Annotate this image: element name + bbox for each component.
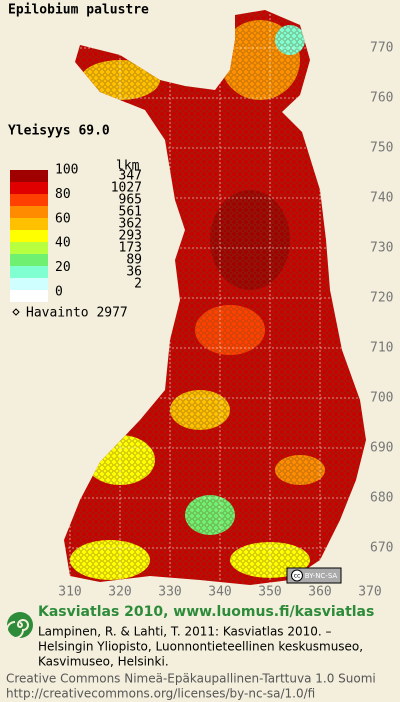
legend-scale-label: 100 (55, 163, 78, 178)
count-header: lkm (116, 159, 140, 174)
y-axis-label: 750 (370, 141, 393, 156)
legend-scale-label: 80 (55, 187, 71, 202)
legend-count: 362 (119, 217, 142, 232)
legend-band (10, 242, 48, 254)
x-axis-label: 330 (158, 585, 181, 600)
legend-scale-label: 20 (55, 260, 71, 275)
footer-heading: Kasviatlas 2010, www.luomus.fi/kasviatla… (38, 604, 374, 620)
legend-count: 965 (119, 193, 142, 208)
y-axis-label: 710 (370, 341, 393, 356)
legend-count: 561 (119, 205, 142, 220)
citation-line: Kasvimuseo, Helsinki. (38, 655, 169, 669)
x-axis-label: 350 (258, 585, 281, 600)
legend-band-zero (10, 290, 48, 302)
y-axis-label: 700 (370, 391, 393, 406)
y-axis-label: 720 (370, 291, 393, 306)
svg-text:cc: cc (294, 573, 301, 580)
legend-scale-label: 40 (55, 236, 71, 251)
x-axis-label: 370 (358, 585, 381, 600)
y-axis-label: 670 (370, 541, 393, 556)
legend-count: 293 (119, 229, 142, 244)
observation-symbol (12, 308, 20, 316)
legend-band (10, 278, 48, 290)
legend-count: 173 (119, 241, 142, 256)
y-axis-label: 760 (370, 91, 393, 106)
badge-text: BY-NC-SA (305, 572, 338, 580)
legend-scale-label: 0 (55, 285, 63, 300)
citation-line: Helsingin Yliopisto, Luonnontieteellinen… (38, 640, 363, 654)
x-axis-label: 360 (308, 585, 331, 600)
observations: Havainto 2977 (26, 306, 128, 321)
legend-band (10, 218, 48, 230)
legend-band (10, 266, 48, 278)
license-line: Creative Commons Nimeä-Epäkaupallinen-Ta… (6, 672, 376, 686)
y-axis-label: 680 (370, 491, 393, 506)
y-axis-label: 770 (370, 41, 393, 56)
legend-band (10, 170, 48, 182)
legend-count: 36 (126, 265, 142, 280)
y-axis-label: 690 (370, 441, 393, 456)
legend-band (10, 254, 48, 266)
license-line: http://creativecommons.org/licenses/by-n… (6, 687, 315, 701)
legend-count: 2 (134, 277, 142, 292)
x-axis-label: 310 (58, 585, 81, 600)
y-axis-label: 730 (370, 241, 393, 256)
legend-scale-label: 60 (55, 211, 71, 226)
legend-count: 1027 (111, 181, 142, 196)
x-axis-label: 320 (108, 585, 131, 600)
legend-band (10, 182, 48, 194)
y-axis-label: 740 (370, 191, 393, 206)
map-title: Epilobium palustre (8, 3, 149, 18)
legend-band (10, 194, 48, 206)
legend-count: 347 (119, 169, 142, 184)
frequency: Yleisyys 69.0 (8, 124, 110, 139)
citation-line: Lampinen, R. & Lahti, T. 2011: Kasviatla… (38, 625, 332, 639)
distribution-map (64, 10, 366, 585)
legend-band (10, 206, 48, 218)
legend-band (10, 230, 48, 242)
legend-count: 89 (126, 253, 142, 268)
x-axis-label: 340 (208, 585, 231, 600)
logo (6, 612, 33, 639)
license-badge: cc BY-NC-SA (286, 567, 342, 584)
